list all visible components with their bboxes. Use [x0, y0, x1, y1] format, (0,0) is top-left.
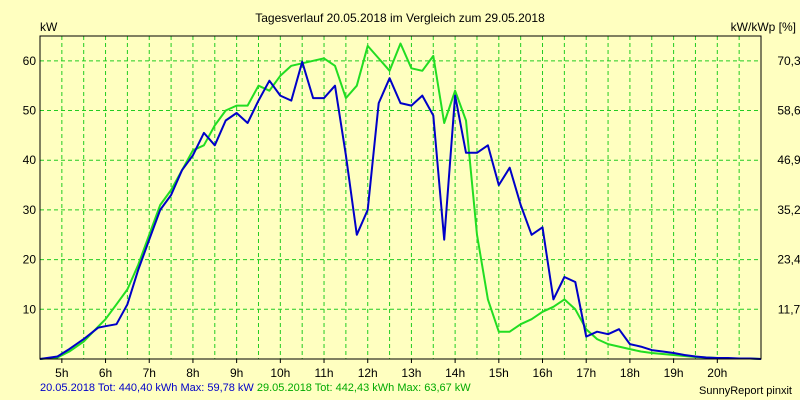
x-tick-label: 20h	[707, 366, 727, 380]
x-tick-label: 11h	[314, 366, 333, 380]
legend-series-2: 29.05.2018 Tot: 442,43 kWh Max: 63,67 kW	[256, 382, 471, 394]
series-lines	[39, 42, 762, 360]
y-tick-label: 10	[23, 302, 37, 316]
plot-frame	[39, 35, 762, 360]
x-tick-label: 14h	[445, 366, 465, 380]
series-line-2	[39, 42, 762, 360]
x-tick-label: 9h	[230, 366, 243, 380]
y-axis-label-left: kW	[40, 20, 58, 34]
x-tick-label: 10h	[270, 366, 290, 380]
x-tick-label: 12h	[358, 366, 378, 380]
y-tick-label: 60	[23, 54, 37, 68]
axis-ticks: 10 11,7 20 23,4 30 35,2 40 46,9 50 58,6 60 70,3 5h 6h…	[23, 54, 800, 380]
legend-series-1: 20.05.2018 Tot: 440,40 kWh Max: 59,78 kW	[40, 382, 254, 394]
legend-footer: 20.05.2018 Tot: 440,40 kWh Max: 59,78 kW…	[40, 382, 471, 394]
y-axis-label-right: kW/kWp [%]	[730, 20, 796, 34]
x-tick-label: 16h	[532, 366, 552, 380]
x-tick-label: 13h	[401, 366, 421, 380]
x-tick-label: 17h	[576, 366, 596, 380]
x-tick-label: 19h	[664, 366, 684, 380]
x-tick-label: 8h	[186, 366, 199, 380]
y-tick-label: 30	[23, 203, 37, 217]
x-tick-label: 6h	[99, 366, 112, 380]
chart-title: Tagesverlauf 20.05.2018 im Vergleich zum…	[255, 11, 545, 25]
series-line-1	[39, 60, 762, 360]
y-right-tick-label: 46,9	[777, 153, 800, 167]
y-right-tick-label: 11,7	[778, 302, 800, 316]
y-tick-label: 40	[23, 153, 37, 167]
x-tick-label: 7h	[143, 366, 156, 380]
grid	[40, 36, 761, 359]
y-right-tick-label: 23,4	[777, 253, 800, 267]
brand-credit: SunnyReport pinxit	[699, 385, 792, 397]
y-right-tick-label: 35,2	[777, 203, 800, 217]
y-tick-label: 50	[23, 104, 37, 118]
y-right-tick-label: 70,3	[777, 54, 800, 68]
x-tick-label: 5h	[55, 366, 68, 380]
y-right-tick-label: 58,6	[777, 104, 800, 118]
x-tick-label: 18h	[620, 366, 640, 380]
x-tick-label: 15h	[489, 366, 509, 380]
plot-background	[40, 36, 761, 359]
y-tick-label: 20	[23, 253, 37, 267]
